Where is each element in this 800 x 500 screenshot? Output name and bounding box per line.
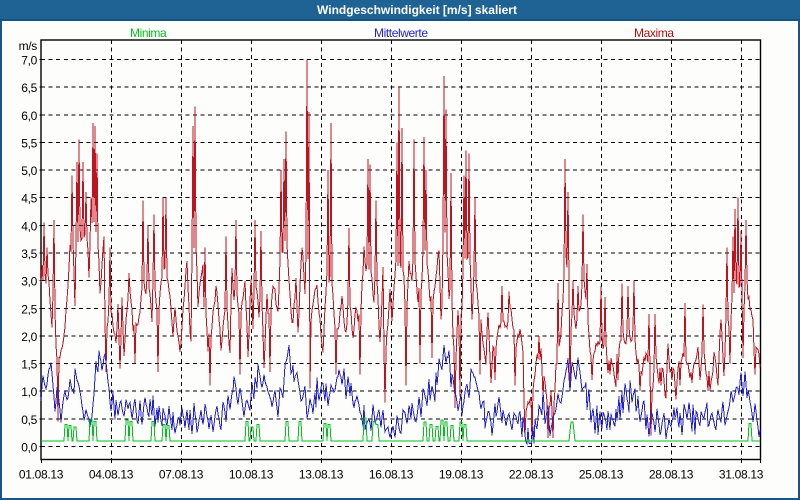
- svg-text:1,0: 1,0: [21, 385, 37, 399]
- svg-text:10.08.13: 10.08.13: [229, 468, 274, 482]
- svg-text:2,0: 2,0: [21, 330, 37, 344]
- svg-text:5,5: 5,5: [21, 136, 37, 150]
- svg-text:04.08.13: 04.08.13: [89, 468, 134, 482]
- svg-text:5,0: 5,0: [21, 164, 37, 178]
- svg-text:01.08.13: 01.08.13: [19, 468, 64, 482]
- svg-text:19.08.13: 19.08.13: [439, 468, 484, 482]
- svg-text:31.08.13: 31.08.13: [719, 468, 764, 482]
- svg-text:16.08.13: 16.08.13: [369, 468, 414, 482]
- svg-text:1,5: 1,5: [21, 358, 37, 372]
- svg-text:07.08.13: 07.08.13: [159, 468, 204, 482]
- svg-text:2,5: 2,5: [21, 302, 37, 316]
- svg-text:0,0: 0,0: [21, 441, 37, 455]
- svg-text:4,5: 4,5: [21, 192, 37, 206]
- svg-text:3,5: 3,5: [21, 247, 37, 261]
- svg-text:7,0: 7,0: [21, 54, 37, 68]
- svg-text:13.08.13: 13.08.13: [299, 468, 344, 482]
- svg-text:22.08.13: 22.08.13: [509, 468, 554, 482]
- svg-text:6,5: 6,5: [21, 81, 37, 95]
- svg-text:4,0: 4,0: [21, 219, 37, 233]
- svg-text:m/s: m/s: [19, 39, 38, 53]
- svg-text:25.08.13: 25.08.13: [579, 468, 624, 482]
- svg-text:6,0: 6,0: [21, 109, 37, 123]
- svg-text:0,5: 0,5: [21, 413, 37, 427]
- svg-text:28.08.13: 28.08.13: [649, 468, 694, 482]
- svg-text:3,0: 3,0: [21, 275, 37, 289]
